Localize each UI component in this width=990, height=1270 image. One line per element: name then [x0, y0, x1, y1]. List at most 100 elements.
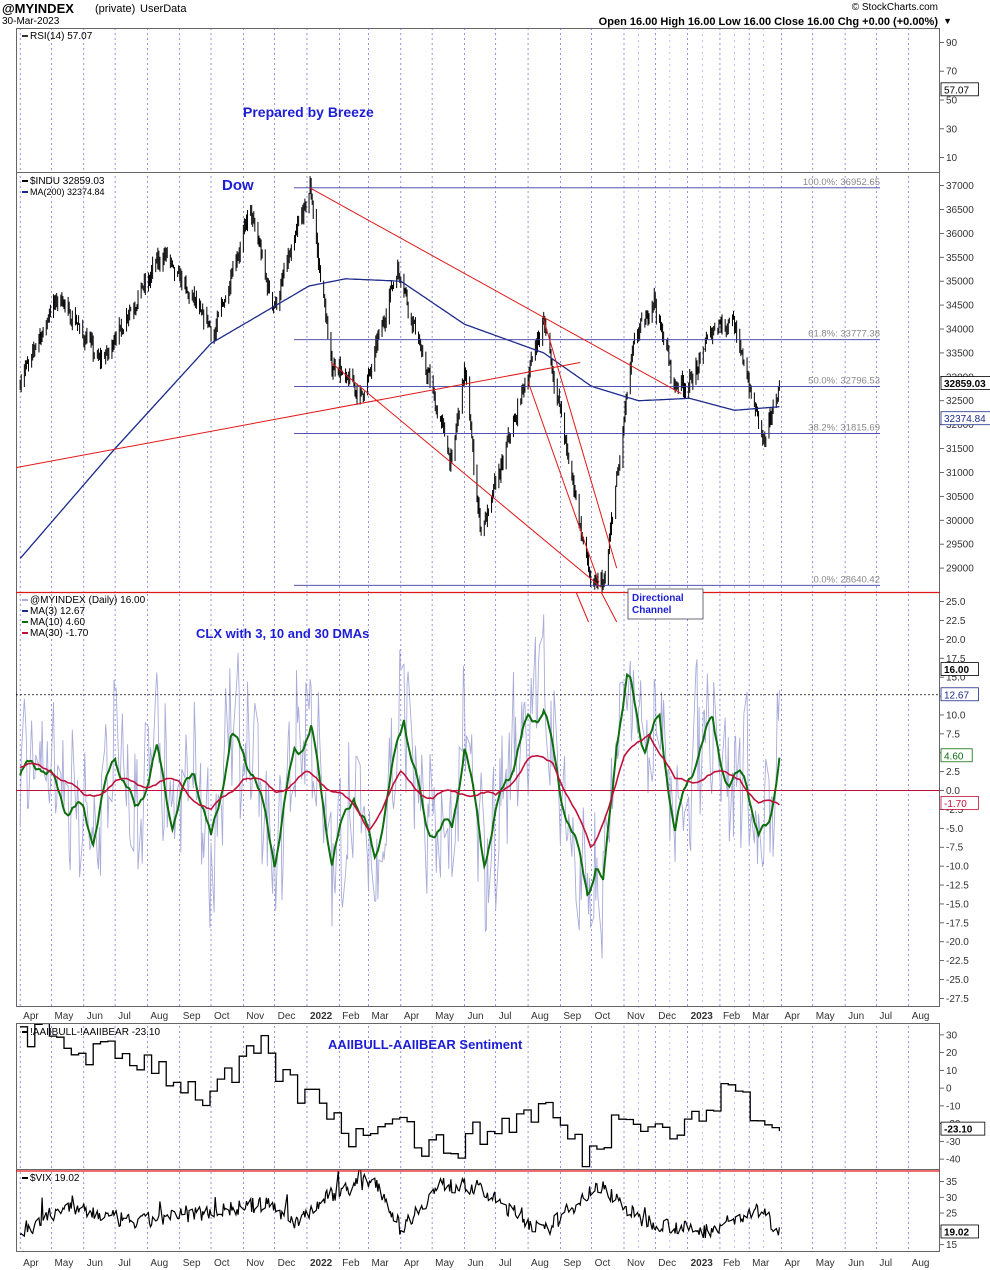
y-tick-label: 10 [946, 153, 958, 164]
ma200-legend-label: MA(200) 32374.84 [30, 187, 105, 197]
aaii-last-value-tag: -23.10 [940, 1121, 986, 1136]
fib-level-label: 38.2%: 31815.69 [808, 422, 880, 433]
x-tick-label: Aug [531, 1011, 549, 1022]
ma200-value-tag-text: 32374.84 [944, 414, 986, 425]
y-tick-label: -27.5 [946, 994, 969, 1005]
uptrend-line [16, 361, 581, 469]
x-tick-label: May [816, 1258, 835, 1269]
price-title: Dow [222, 177, 254, 194]
price-series [19, 176, 780, 593]
y-tick-label: -25.0 [946, 975, 969, 986]
x-tick-label: Aug [150, 1258, 168, 1269]
y-tick-label: 15 [946, 1240, 958, 1251]
y-tick-label: -10.0 [946, 862, 969, 873]
y-tick-label: 25.0 [946, 597, 966, 608]
price-legend-label: $INDU 32859.03 [30, 176, 105, 187]
clx-ma3-value-tag-box [940, 687, 979, 702]
y-tick-label: 2.5 [946, 767, 960, 778]
callout-text: Directional [632, 593, 684, 604]
rsi-last-value-tag: 57.07 [940, 82, 979, 97]
prepared-by-annotation: Prepared by Breeze [243, 104, 374, 120]
clx-ma30-value-tag-text: -1.70 [944, 799, 967, 810]
clx-ma10-line [19, 672, 781, 897]
ma200-value-tag-box [940, 411, 990, 426]
channel-extension-line [600, 591, 618, 623]
x-tick-label: 2022 [310, 1258, 333, 1269]
clx-ma30-value-tag: -1.70 [940, 796, 979, 810]
y-tick-label: 20 [946, 1048, 958, 1059]
x-tick-label: Oct [214, 1011, 230, 1022]
y-tick-label: -12.5 [946, 881, 969, 892]
downtrend-line [309, 187, 682, 395]
y-tick-label: 35000 [946, 277, 974, 288]
y-tick-label: -17.5 [946, 918, 969, 929]
clx-ma30-line [19, 733, 780, 849]
x-tick-label: Dec [658, 1258, 676, 1269]
y-tick-label: -7.5 [946, 843, 964, 854]
x-tick-label: Apr [404, 1258, 420, 1269]
x-tick-label: Oct [595, 1258, 611, 1269]
y-tick-label: -30 [946, 1137, 961, 1148]
fib-level-label: 100.0%: 36952.65 [803, 177, 880, 188]
y-tick-label: 70 [946, 67, 958, 78]
rsi-last-value-tag-text: 57.07 [944, 85, 969, 96]
clx-legend-ma10: MA(10) 4.60 [30, 617, 85, 628]
x-tick-label: Jul [499, 1011, 512, 1022]
rsi-legend: RSI(14) 57.07 Prepared by Breeze [30, 31, 374, 120]
wedge-upper-line [543, 319, 618, 569]
x-tick-label: Feb [342, 1011, 360, 1022]
clx-ma3-value-tag-text: 12.67 [944, 690, 969, 701]
x-tick-label: Aug [150, 1011, 168, 1022]
y-tick-label: -5.0 [946, 824, 964, 835]
clx-legend: @MYINDEX (Daily) 16.00 MA(3) 12.67 MA(10… [30, 595, 369, 641]
y-tick-label: 30 [946, 124, 958, 135]
clx-ma10-value-tag-text: 4.60 [944, 751, 964, 762]
y-tick-label: 30500 [946, 492, 974, 503]
x-tick-label: May [816, 1011, 835, 1022]
aaii-last-value-tag-box [940, 1121, 986, 1136]
aaii-line [20, 1024, 781, 1168]
fib-level-label: 50.0%: 32796.53 [808, 376, 880, 387]
vix-last-value-tag-box [940, 1224, 979, 1239]
x-tick-label: Nov [627, 1258, 645, 1269]
price-panel-frame [16, 172, 940, 593]
x-tick-label: Mar [371, 1258, 389, 1269]
y-axes: 90 70 50 30 10 37000 36500 36000 35500 35000 34500… [940, 38, 974, 1251]
y-tick-label: 50 [946, 96, 958, 107]
x-tick-label: May [54, 1011, 73, 1022]
x-tick-label: Sep [183, 1258, 201, 1269]
channel-extension-line [575, 591, 590, 623]
y-tick-label: 34500 [946, 301, 974, 312]
y-tick-label: 32000 [946, 420, 974, 431]
price-last-value-tag-box [940, 376, 990, 390]
x-tick-label: Jul [879, 1258, 892, 1269]
aaii-title: AAIIBULL-AAIIBEAR Sentiment [328, 1037, 523, 1052]
callout-text: Channel [632, 605, 672, 616]
x-tick-label: Jul [879, 1011, 892, 1022]
x-tick-label: Sep [563, 1258, 581, 1269]
y-tick-label: 10 [946, 1066, 958, 1077]
clx-ma3-line [19, 614, 780, 959]
panel-frames [16, 28, 940, 1252]
x-tick-label: Dec [658, 1011, 676, 1022]
vix-panel-frame [16, 1169, 940, 1252]
rsi-last-value-tag-box [940, 82, 979, 97]
y-tick-label: 0 [946, 1084, 952, 1095]
clx-panel-frame [16, 592, 940, 1007]
chart-symbol: @MYINDEX [2, 1, 74, 16]
channel-lower-line [330, 362, 602, 588]
x-tick-label: Jul [118, 1011, 131, 1022]
clx-ma30-value-tag-box [940, 796, 979, 810]
x-tick-label: Jul [118, 1258, 131, 1269]
y-tick-label: 35500 [946, 253, 974, 264]
chart-source: UserData [140, 3, 187, 15]
x-tick-label: May [435, 1011, 454, 1022]
ma200-value-tag: 32374.84 [940, 411, 990, 426]
clx-series [19, 614, 781, 959]
aaii-legend-label: !AAIIBULL-!AAIIBEAR -23.10 [30, 1027, 160, 1038]
x-tick-label: May [54, 1258, 73, 1269]
clx-title: CLX with 3, 10 and 30 DMAs [196, 626, 369, 641]
y-tick-label: 34000 [946, 325, 974, 336]
